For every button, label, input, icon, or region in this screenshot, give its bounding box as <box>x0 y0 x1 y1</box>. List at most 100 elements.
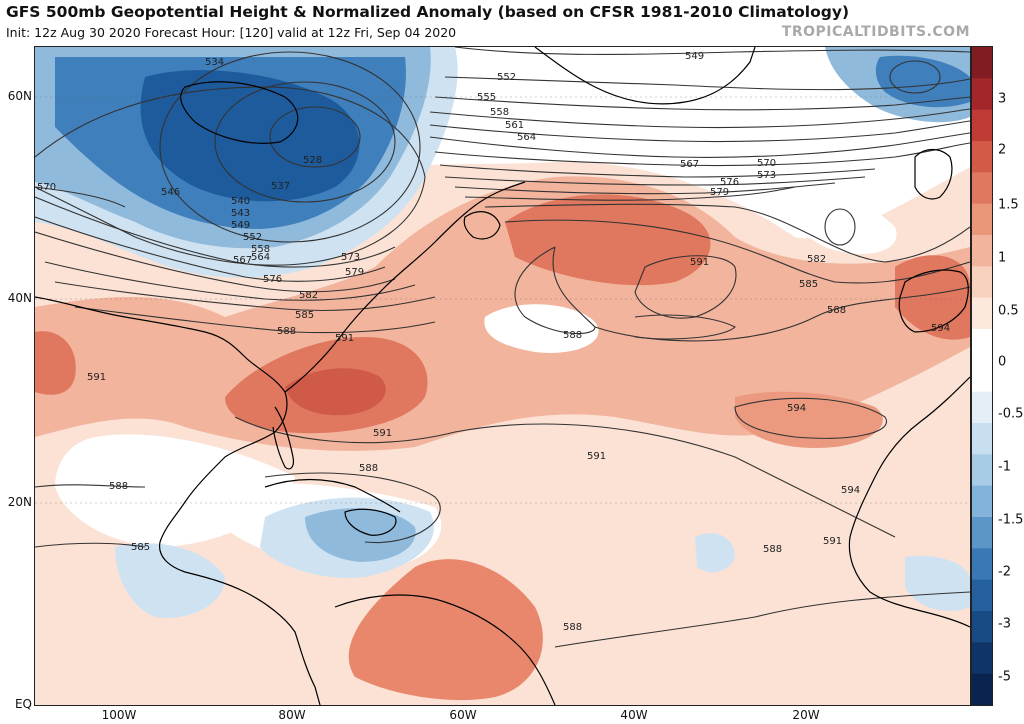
lat-label-eq: EQ <box>14 697 32 711</box>
site-credit: TROPICALTIDBITS.COM <box>781 24 970 40</box>
contour-582w <box>54 281 436 312</box>
coast-florida <box>272 406 295 470</box>
contour-591b <box>634 314 736 340</box>
contour-564w <box>35 231 396 293</box>
contour-label: 579 <box>710 187 729 198</box>
contour-label: 579 <box>345 267 364 278</box>
anomaly-fill-negative-central-atlantic <box>695 533 735 573</box>
contour-label: 591 <box>373 428 392 439</box>
anomaly-map: 549 552 555 558 561 564 567 570 573 576 … <box>35 47 970 705</box>
contour-528 <box>269 106 361 168</box>
colorbar-swatch <box>972 485 992 518</box>
anomaly-fill-positive-strong-north <box>505 194 711 286</box>
contour-label: 564 <box>251 252 270 263</box>
contour-label: 555 <box>477 92 496 103</box>
contour-label: 594 <box>841 485 860 496</box>
contour-591 <box>634 255 737 319</box>
contour-549 <box>454 47 970 55</box>
contour-ne-low <box>889 60 941 94</box>
coast-greenland <box>534 47 756 105</box>
contour-label: 549 <box>685 51 704 62</box>
chart-title: GFS 500mb Geopotential Height & Normaliz… <box>6 3 850 21</box>
contour-576w <box>44 261 416 301</box>
map-panel: 549 552 555 558 561 564 567 570 573 576 … <box>34 46 971 706</box>
lon-label-100w: 100W <box>101 708 137 722</box>
colorbar-swatch <box>972 360 992 393</box>
height-contours <box>35 47 970 648</box>
colorbar-swatch <box>972 297 992 330</box>
contour-561 <box>429 120 970 143</box>
contour-label: 549 <box>231 220 250 231</box>
coast-newfoundland <box>463 211 501 240</box>
contour-label: 585 <box>295 310 314 321</box>
contour-label: 582 <box>807 254 826 265</box>
coast-south-america <box>334 594 556 705</box>
contour-label: 588 <box>359 463 378 474</box>
colorbar-label-0: 0 <box>998 354 1007 370</box>
contour-label: 570 <box>757 158 776 169</box>
lon-label-80w: 80W <box>278 708 306 722</box>
contour-label: 591 <box>87 372 106 383</box>
lon-label-60w: 60W <box>449 708 477 722</box>
contour-label: 582 <box>299 290 318 301</box>
coast-hudson-bay <box>180 81 299 144</box>
contour-label: 585 <box>799 279 818 290</box>
contour-570w <box>35 186 126 208</box>
contour-label: 588 <box>563 622 582 633</box>
contour-label: 594 <box>787 403 806 414</box>
colorbar-swatch <box>972 235 992 267</box>
anomaly-fill-negative-northeast-core <box>875 55 970 108</box>
contour-label: 564 <box>517 132 536 143</box>
contour-label: 573 <box>341 252 360 263</box>
contour-label: 567 <box>233 255 252 266</box>
contour-573 <box>444 176 866 186</box>
contour-570 <box>439 164 876 178</box>
colorbar-label-neg-0-5: -0.5 <box>998 406 1024 422</box>
colorbar-label-neg-5: -5 <box>998 669 1011 685</box>
contour-label: 558 <box>251 244 270 255</box>
contour-582 <box>484 203 970 263</box>
colorbar-label-1-5: 1.5 <box>998 197 1019 213</box>
contour-label: 570 <box>37 182 56 193</box>
anomaly-fill-positive-max-se <box>285 368 386 416</box>
coast-us-east <box>284 181 526 393</box>
colorbar-swatch <box>972 548 992 581</box>
contour-label: 576 <box>720 177 739 188</box>
colorbar-label-neg-3: -3 <box>998 616 1011 632</box>
colorbar-label-1: 1 <box>998 250 1007 266</box>
colorbar-swatch <box>972 78 992 111</box>
contour-564 <box>429 132 970 158</box>
contour-585-ca <box>35 542 146 548</box>
contour-585 <box>504 219 970 284</box>
anomaly-fill-positive-strong-west <box>35 331 76 395</box>
contour-588-south <box>264 472 441 544</box>
contour-label: 573 <box>757 170 776 181</box>
contour-588 <box>514 246 596 335</box>
contour-label: 576 <box>263 274 282 285</box>
coast-north-america <box>35 296 321 705</box>
contour-label: 534 <box>205 57 224 68</box>
contour-label: 591 <box>823 536 842 547</box>
contour-label: 588 <box>563 330 582 341</box>
contour-534 <box>214 81 396 203</box>
contour-588-tropic <box>554 591 970 648</box>
anomaly-fill-negative-central-america <box>115 543 225 618</box>
coast-cuba <box>264 478 401 513</box>
lat-label-20n: 20N <box>7 495 32 509</box>
colorbar-gradient <box>972 47 992 706</box>
coast-british-isles <box>914 148 953 200</box>
contour-nl-ring <box>824 208 856 246</box>
contour-540 <box>159 51 421 243</box>
contour-588-east <box>594 286 970 342</box>
colorbar-swatch <box>972 579 992 612</box>
contour-label: 585 <box>131 542 150 553</box>
contour-label: 543 <box>231 208 250 219</box>
contour-label: 528 <box>303 155 322 166</box>
contour-label: 552 <box>243 232 262 243</box>
contour-552 <box>444 76 970 91</box>
colorbar-label-2: 2 <box>998 142 1007 158</box>
colorbar-swatch <box>972 517 992 549</box>
contour-588-ca <box>35 484 146 488</box>
colorbar-label-3: 3 <box>998 91 1007 107</box>
contour-552w <box>35 196 396 268</box>
